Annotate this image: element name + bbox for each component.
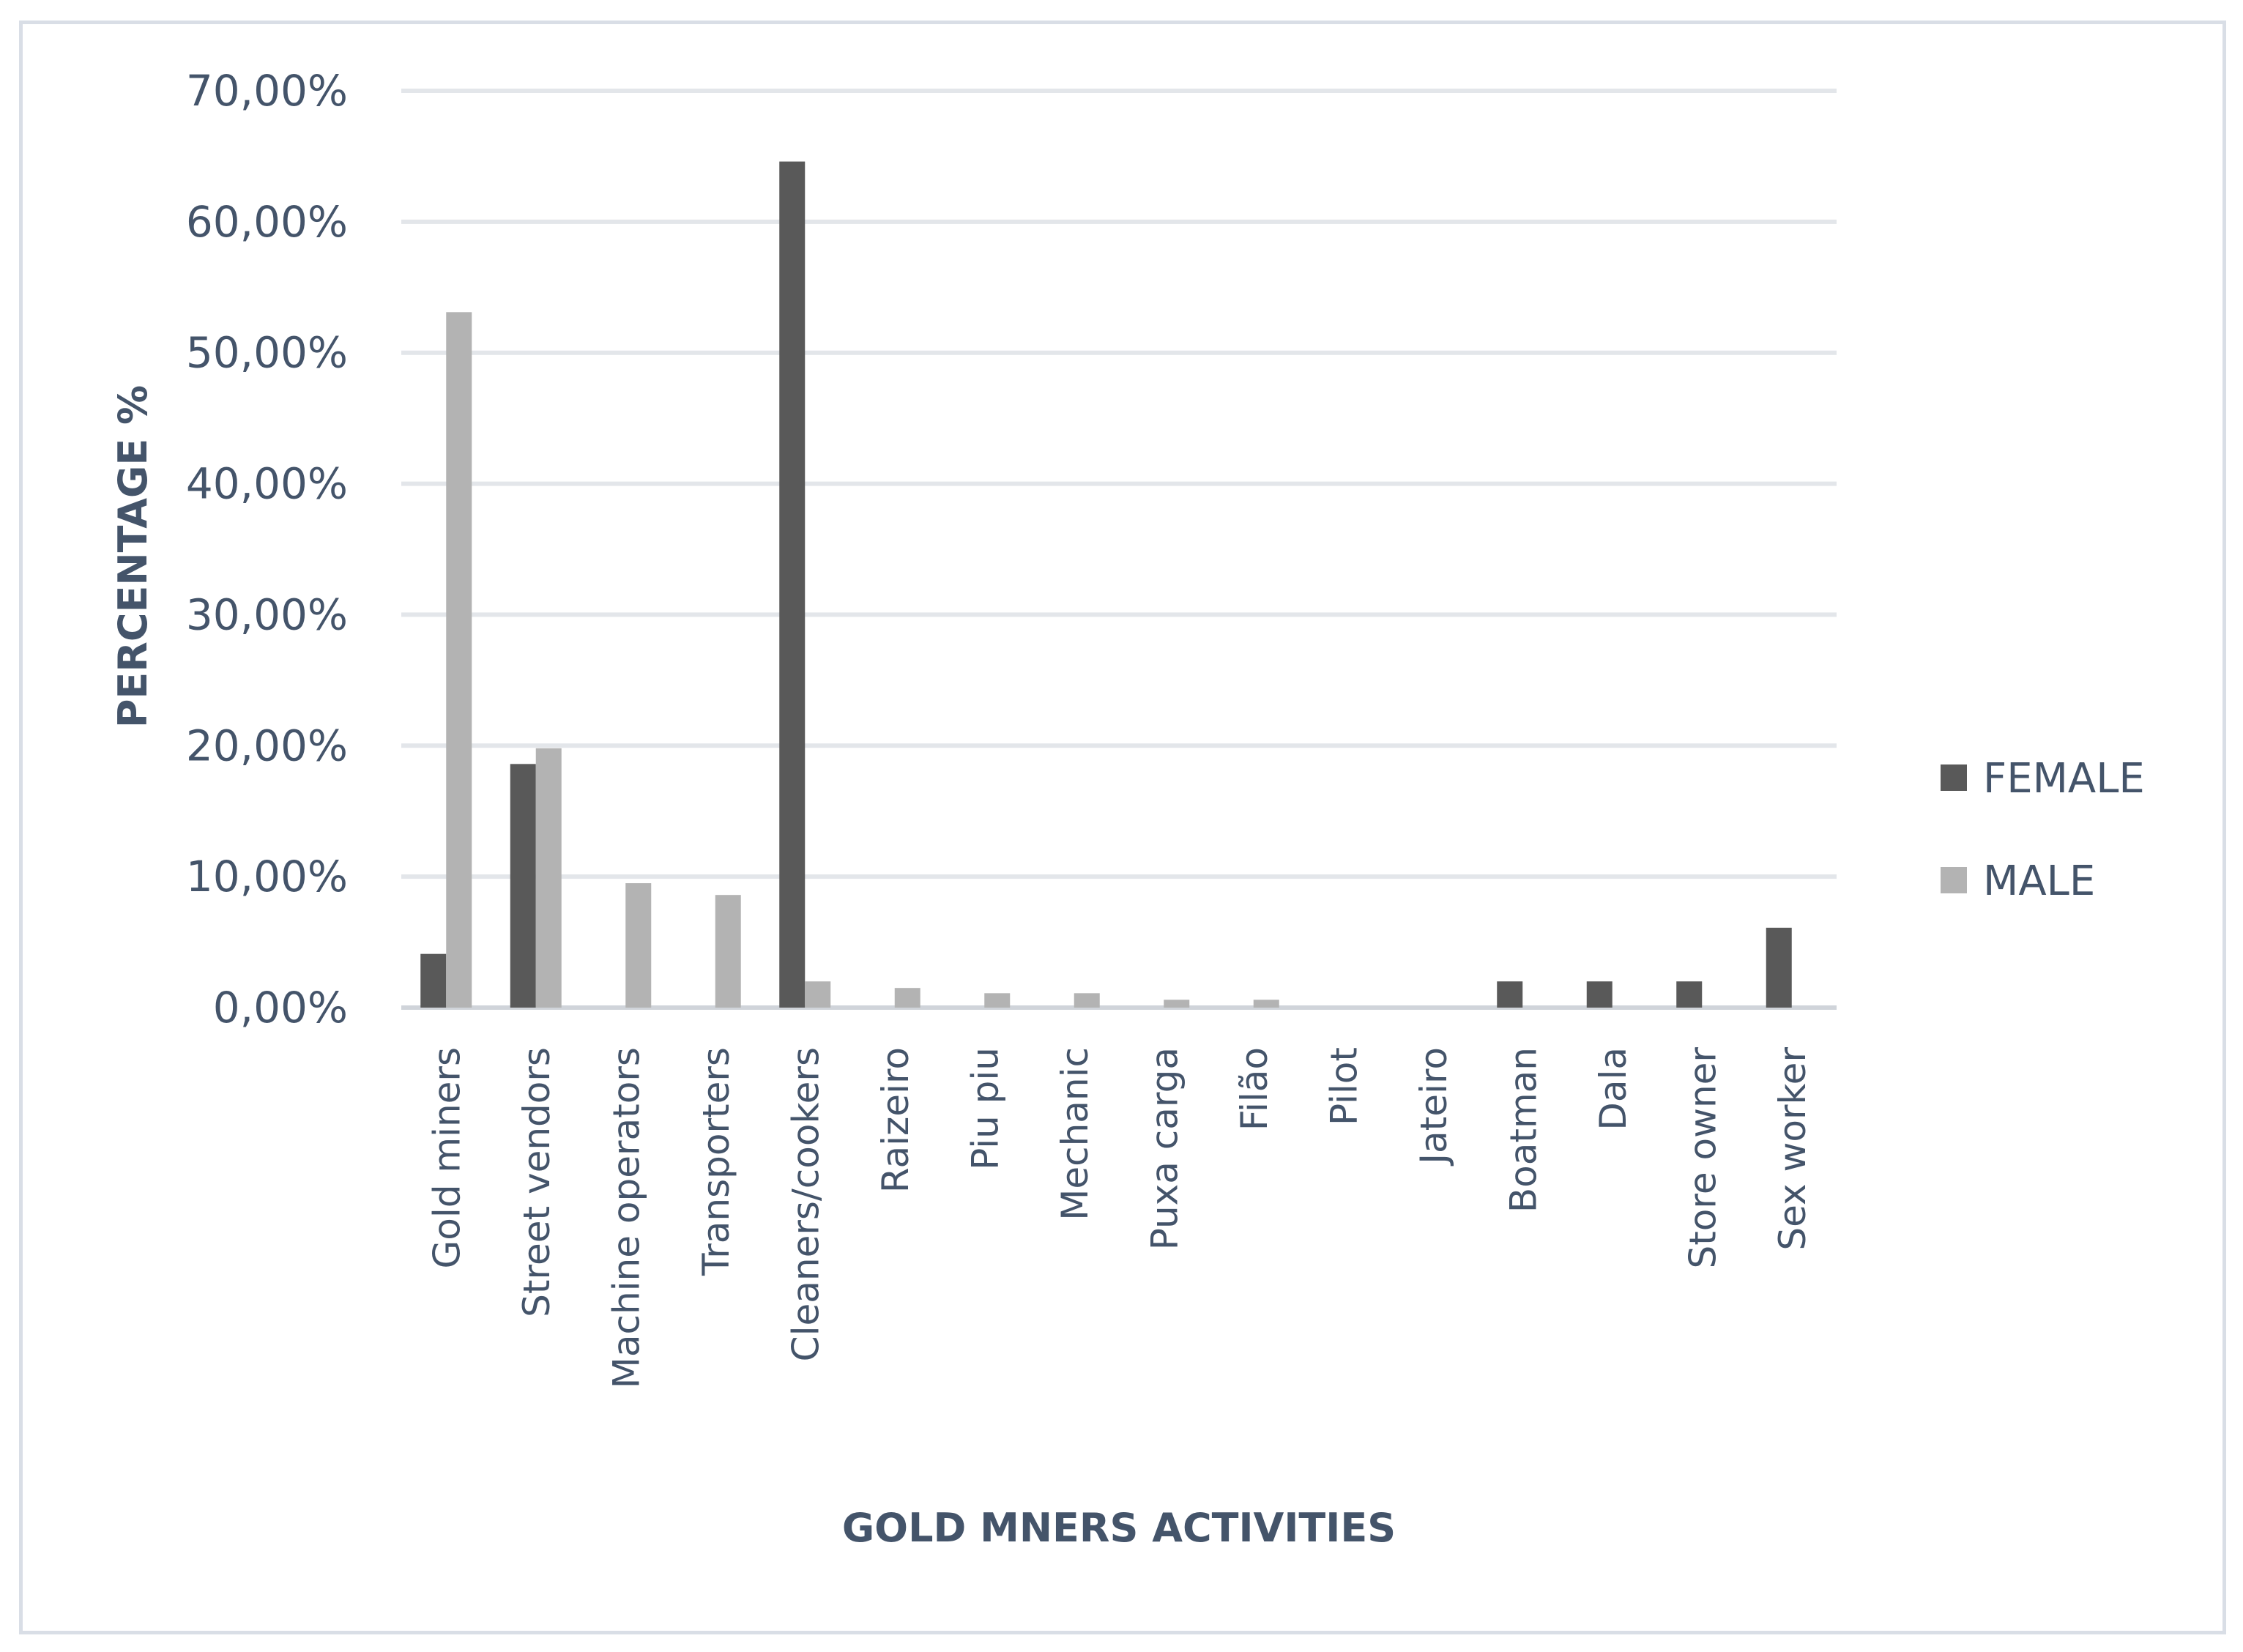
bar-male xyxy=(1164,1000,1190,1008)
y-tick-label: 10,00% xyxy=(186,852,348,901)
bar-male xyxy=(984,993,1011,1008)
y-tick-labels: 0,00% 10,00% 20,00% 30,00% 40,00% 50,00% 60,00… xyxy=(186,66,348,1032)
y-tick-label: 40,00% xyxy=(186,459,348,509)
bar-female xyxy=(420,953,447,1008)
bar-male xyxy=(715,895,741,1008)
x-category-label: Pilot xyxy=(1323,1047,1365,1125)
x-category-label: Cleaners/cookers xyxy=(784,1047,827,1361)
x-category-labels: Gold miners Street vendors Machine operato… xyxy=(425,1047,1814,1389)
bar-male xyxy=(446,312,472,1008)
x-category-label: Dala xyxy=(1592,1047,1634,1131)
x-category-label: Puxa carga xyxy=(1143,1047,1186,1250)
x-category-label: Street vendors xyxy=(516,1047,558,1317)
bar-male xyxy=(535,748,562,1008)
y-tick-label: 60,00% xyxy=(186,197,348,247)
y-tick-label: 50,00% xyxy=(186,328,348,378)
bar-female xyxy=(510,764,536,1008)
bar-female xyxy=(779,161,806,1008)
gridlines xyxy=(401,89,1837,1010)
bar-male xyxy=(894,988,920,1008)
x-category-label: Boatman xyxy=(1502,1047,1544,1213)
x-category-label: Raizeiro xyxy=(874,1047,917,1193)
x-category-label: Machine operators xyxy=(605,1047,647,1388)
bar-male xyxy=(1074,993,1100,1008)
legend-label-female: FEMALE xyxy=(1983,755,2145,803)
x-category-label: Mechanic xyxy=(1054,1047,1096,1221)
bar-chart: 0,00% 10,00% 20,00% 30,00% 40,00% 50,00% 60,00… xyxy=(110,66,2145,1551)
y-tick-label: 70,00% xyxy=(186,66,348,116)
x-category-label: Filão xyxy=(1233,1047,1276,1131)
y-tick-label: 30,00% xyxy=(186,589,348,639)
x-category-label: Transporters xyxy=(695,1047,737,1276)
legend-label-male: MALE xyxy=(1983,857,2095,905)
chart-frame: 0,00% 10,00% 20,00% 30,00% 40,00% 50,00% 60,00… xyxy=(19,21,2226,1634)
legend-swatch-female xyxy=(1941,764,1967,791)
x-category-label: Piu piu xyxy=(964,1047,1006,1170)
bar-female xyxy=(1676,981,1703,1008)
bar-male xyxy=(625,883,652,1008)
bar-male xyxy=(1253,1000,1279,1008)
bar-male xyxy=(805,981,831,1008)
x-axis-title: GOLD MNERS ACTIVITIES xyxy=(842,1505,1396,1551)
y-axis-title: PERCENTAGE % xyxy=(110,385,156,728)
y-tick-label: 0,00% xyxy=(213,983,348,1032)
bar-female xyxy=(1586,981,1612,1008)
bar-female xyxy=(1766,927,1792,1008)
bar-female xyxy=(1497,981,1523,1008)
x-category-label: Jateiro xyxy=(1413,1047,1455,1167)
x-category-label: Sex worker xyxy=(1771,1047,1814,1251)
x-category-label: Store owner xyxy=(1681,1047,1724,1269)
x-category-label: Gold miners xyxy=(425,1047,468,1269)
bars xyxy=(420,161,1792,1008)
legend: FEMALE MALE xyxy=(1941,755,2145,905)
y-tick-label: 20,00% xyxy=(186,721,348,770)
legend-swatch-male xyxy=(1941,867,1967,893)
